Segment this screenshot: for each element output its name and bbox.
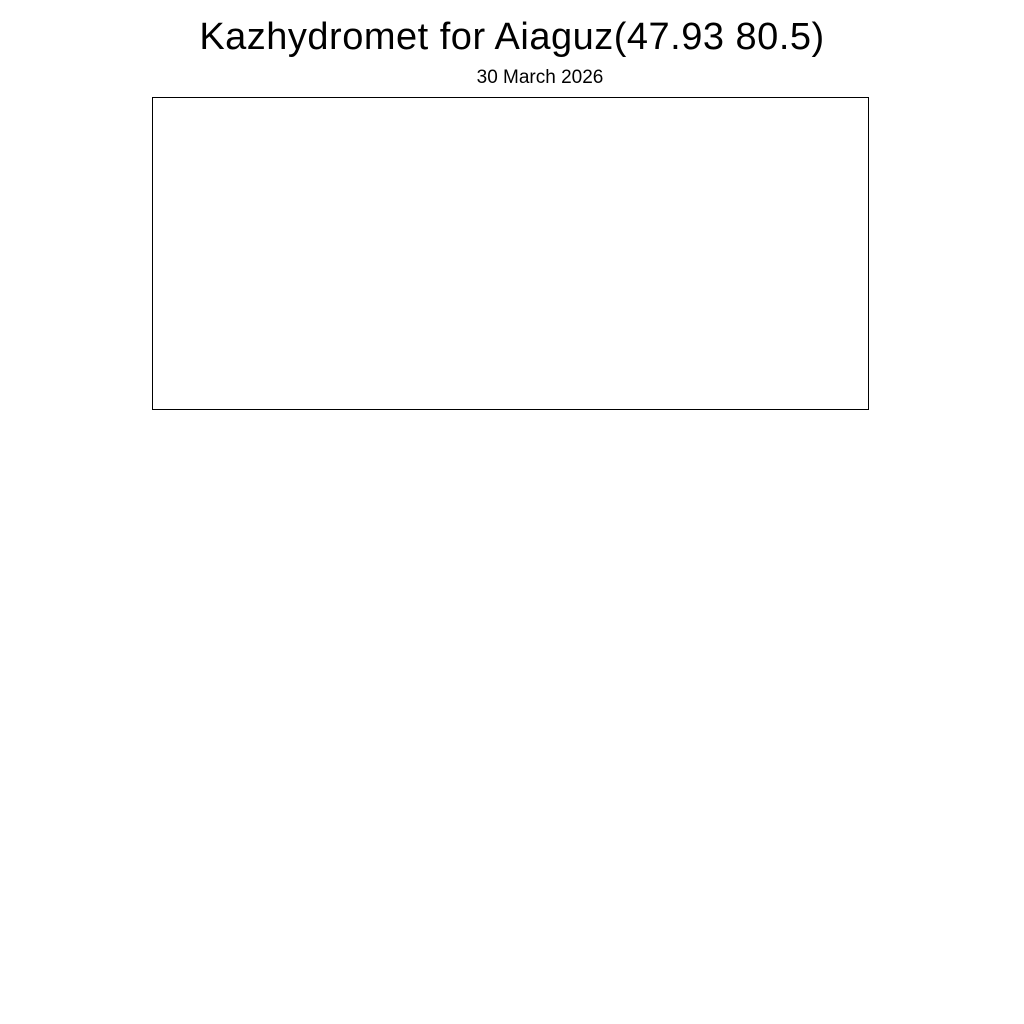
date-subtitle: 30 March 2026 [476, 67, 604, 88]
heatmap-overlay [152, 97, 869, 410]
temperature-wind-cross-section [152, 97, 869, 410]
page-title: Kazhydromet for Aiaguz(47.93 80.5) [199, 16, 825, 58]
temperature-colorbar [890, 113, 910, 397]
